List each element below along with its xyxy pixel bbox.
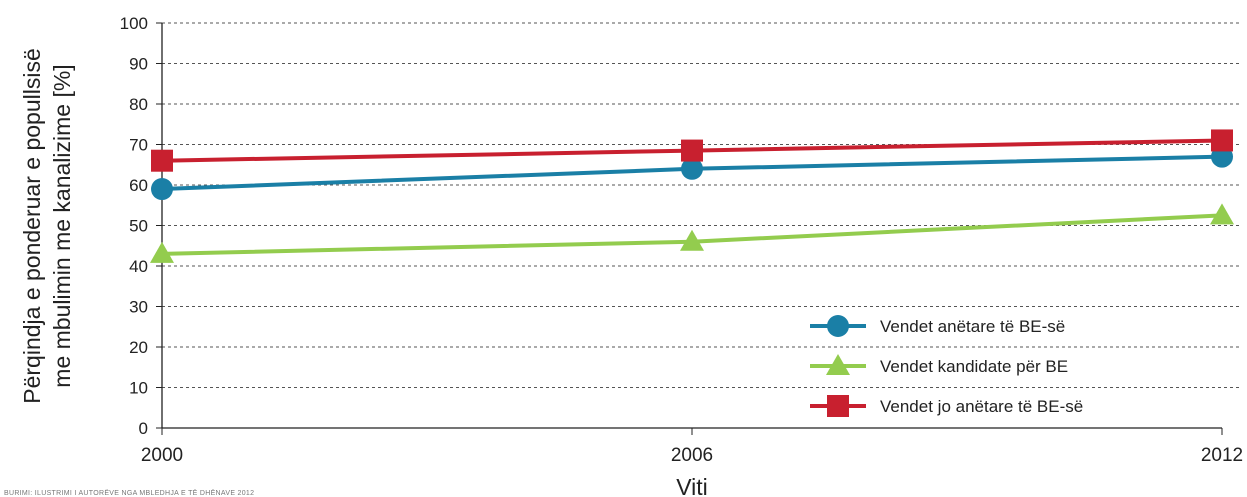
y-tick-label-90: 90	[129, 55, 148, 74]
y-tick-label-70: 70	[129, 136, 148, 155]
y-tick-label-100: 100	[120, 14, 148, 33]
y-tick-labels: 0 10 20 30 40 50 60 70 80 90 100	[120, 14, 162, 438]
y-tick-label-0: 0	[139, 419, 148, 438]
y-tick-label-40: 40	[129, 257, 148, 276]
legend-item-2: Vendet kandidate për BE	[810, 354, 1068, 376]
x-axis-title: Viti	[676, 474, 708, 497]
grid-lines	[162, 23, 1240, 388]
legend-item-3: Vendet jo anëtare të BE-së	[810, 395, 1083, 417]
legend-label: Vendet kandidate për BE	[880, 357, 1068, 376]
x-tick-label-2006: 2006	[671, 445, 713, 466]
y-tick-label-60: 60	[129, 176, 148, 195]
y-axis-title-line-1: Përqindja e ponderuar e popullsisë	[19, 48, 45, 403]
legend-marker-circle	[827, 315, 849, 337]
y-tick-label-80: 80	[129, 95, 148, 114]
data-point-square-2012	[1211, 129, 1233, 151]
data-point-square-2006	[681, 140, 703, 162]
legend-item-1: Vendet anëtare të BE-së	[810, 315, 1065, 337]
x-tick-label-2000: 2000	[141, 445, 183, 466]
data-point-square-2000	[151, 150, 173, 172]
y-tick-label-10: 10	[129, 379, 148, 398]
legend-label: Vendet anëtare të BE-së	[880, 317, 1065, 336]
legend: Vendet anëtare të BE-së Vendet kandidate …	[810, 315, 1083, 417]
legend-label: Vendet jo anëtare të BE-së	[880, 397, 1083, 416]
series-2	[150, 203, 1234, 262]
source-footnote: BURIMI: ILUSTRIMI I AUTORËVE NGA MBLEDHJ…	[4, 489, 254, 497]
x-tick-labels: 2000 2006 2012	[141, 428, 1243, 466]
y-tick-label-50: 50	[129, 217, 148, 236]
y-axis-title-line-2: me mbulimin me kanalizime [%]	[49, 64, 75, 387]
x-tick-label-2012: 2012	[1201, 445, 1243, 466]
y-tick-label-20: 20	[129, 338, 148, 357]
legend-marker-square	[827, 395, 849, 417]
y-tick-label-30: 30	[129, 298, 148, 317]
data-series	[150, 129, 1234, 262]
data-point-circle-2000	[151, 178, 173, 200]
